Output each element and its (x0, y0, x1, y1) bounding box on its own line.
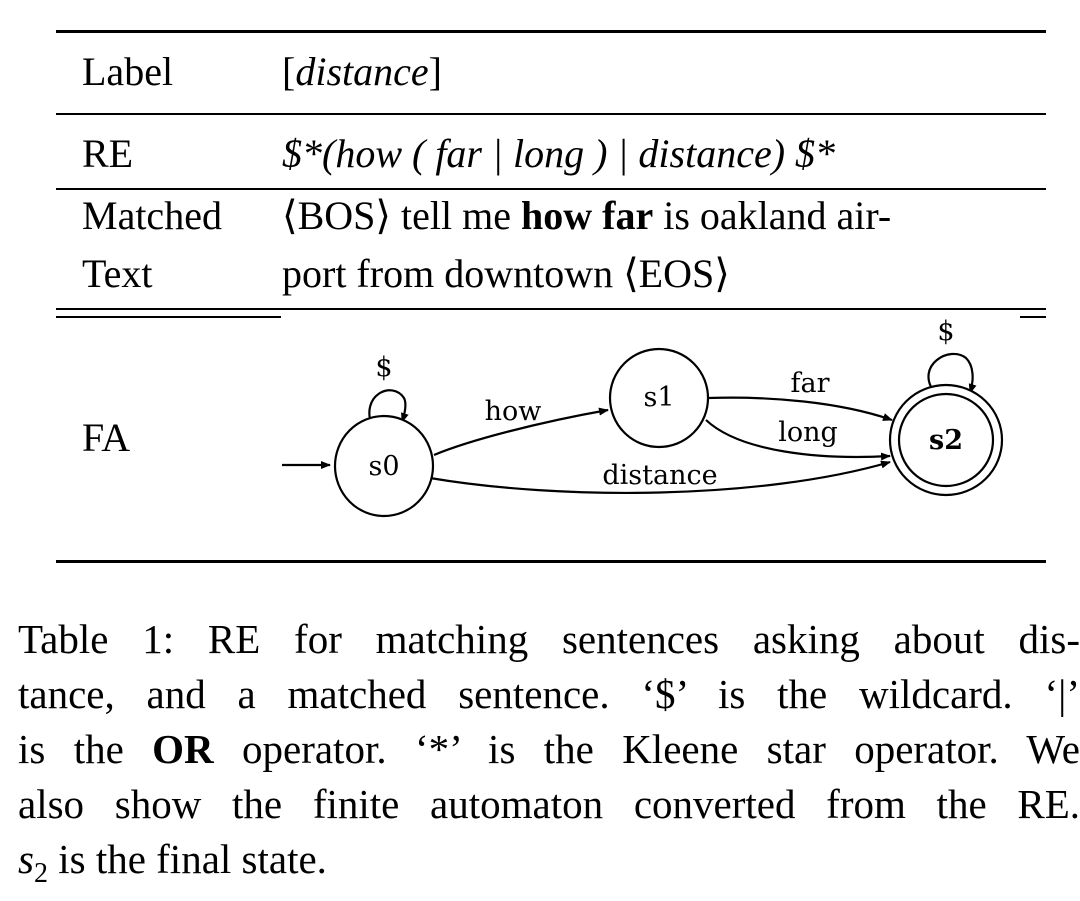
edge-distance (429, 460, 891, 494)
re-row-key: RE (82, 131, 134, 176)
caption-line-3: is the OR operator. ‘*’ is the Kleene st… (18, 722, 1080, 777)
label-close-bracket: ] (428, 49, 442, 94)
state-s1: s1 (608, 347, 710, 449)
row-divider (56, 308, 1046, 310)
s0-self-loop-label: $ (375, 352, 392, 383)
state-s0: s0 (333, 414, 435, 518)
caption-line-3-pre: is the (18, 726, 153, 772)
matched-text-before: ⟨BOS⟩ tell me (282, 193, 521, 238)
caption-or-bold: OR (152, 726, 214, 772)
fa-row-key: FA (82, 415, 131, 460)
matched-text-bold: how far (520, 193, 654, 238)
row-divider (1020, 316, 1046, 318)
table-bottom-rule (56, 560, 1046, 563)
edge-distance-label: distance (602, 460, 717, 491)
matched-row-value-line2: port from downtown ⟨EOS⟩ (282, 251, 730, 296)
state-s2-label: s2 (929, 425, 963, 456)
caption-line-2: tance, and a matched sentence. ‘$’ is th… (18, 671, 1080, 717)
row-divider (56, 113, 1046, 115)
caption-line-1: Table 1: RE for matching sentences askin… (18, 616, 1080, 662)
label-row-key: Label (82, 49, 174, 94)
row-divider (56, 316, 281, 318)
edge-how (433, 407, 609, 457)
state-s2-final: s2 (888, 383, 1004, 497)
caption-s-subscript: 2 (33, 858, 48, 890)
s2-self-loop-label: $ (937, 316, 954, 347)
caption-line-4: also show the finite automaton converted… (18, 781, 1080, 827)
label-value-text: distance (295, 49, 429, 94)
s0-self-loop-edge (368, 389, 409, 427)
row-divider (56, 188, 1046, 190)
caption-line-5: s2 is the final state. (18, 832, 1080, 901)
matched-text-after: is oakland air- (653, 193, 892, 238)
table-caption: Table 1: RE for matching sentences askin… (18, 612, 1080, 901)
table-top-rule (56, 30, 1046, 33)
matched-row-key-line1: Matched (82, 193, 222, 238)
caption-line-5-post: is the final state. (47, 836, 327, 882)
edge-far (707, 396, 893, 422)
label-row-value: [distance] (282, 48, 442, 96)
state-s0-label: s0 (368, 451, 399, 482)
matched-row-value-line1: ⟨BOS⟩ tell me how far is oakland air- (282, 192, 891, 240)
caption-s-symbol: s (18, 836, 34, 882)
matched-row-key-line2: Text (82, 251, 153, 296)
label-open-bracket: [ (282, 49, 296, 94)
edge-long-label: long (778, 417, 838, 448)
edge-long (705, 419, 891, 461)
edge-far-label: far (791, 368, 830, 399)
edge-how-label: how (485, 396, 542, 427)
s2-self-loop-edge (927, 352, 977, 394)
re-row-value: $*(how ( far | long ) | distance) $* (282, 131, 836, 176)
state-s1-label: s1 (643, 382, 674, 413)
caption-line-3-post: operator. ‘*’ is the Kleene star operato… (213, 726, 1080, 772)
